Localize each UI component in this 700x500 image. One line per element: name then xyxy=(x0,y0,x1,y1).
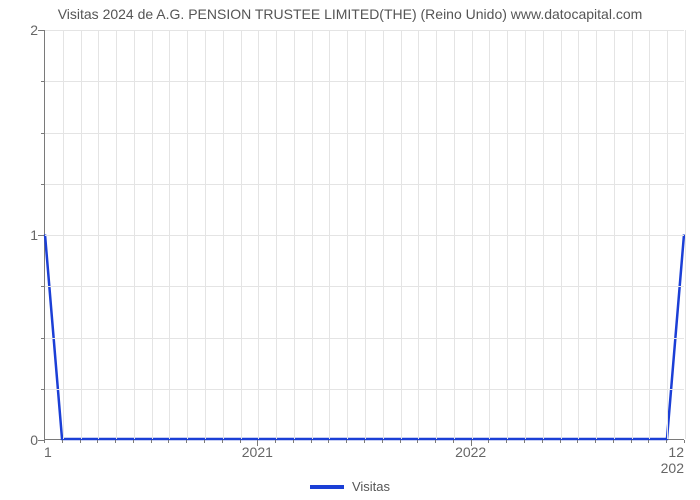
x-tick-minor xyxy=(506,440,507,443)
chart-title: Visitas 2024 de A.G. PENSION TRUSTEE LIM… xyxy=(0,6,700,22)
gridline-v xyxy=(472,30,473,439)
gridline-v xyxy=(294,30,295,439)
x-tick-minor xyxy=(613,440,614,443)
gridline-v xyxy=(561,30,562,439)
x-end-label-left: 1 xyxy=(44,444,52,460)
y-tick-label: 2 xyxy=(8,22,38,38)
x-tick-minor xyxy=(382,440,383,443)
y-tick-label: 1 xyxy=(8,227,38,243)
gridline-v xyxy=(98,30,99,439)
x-tick-minor xyxy=(595,440,596,443)
x-tick-minor xyxy=(44,440,45,443)
x-tick-minor xyxy=(666,440,667,443)
legend-swatch xyxy=(310,485,344,489)
x-tick-minor xyxy=(62,440,63,443)
y-tick-minor xyxy=(41,184,44,185)
gridline-v xyxy=(383,30,384,439)
x-tick-minor xyxy=(186,440,187,443)
gridline-v xyxy=(578,30,579,439)
y-tick-minor xyxy=(41,338,44,339)
gridline-v xyxy=(489,30,490,439)
y-tick-minor xyxy=(41,389,44,390)
gridline-v xyxy=(347,30,348,439)
x-tick-minor xyxy=(417,440,418,443)
gridline-v xyxy=(543,30,544,439)
x-tick-minor xyxy=(524,440,525,443)
gridline-v xyxy=(507,30,508,439)
x-tick-minor xyxy=(364,440,365,443)
legend-label: Visitas xyxy=(352,479,390,494)
x-tick-minor xyxy=(168,440,169,443)
x-tick-minor xyxy=(115,440,116,443)
x-tick-minor xyxy=(488,440,489,443)
y-tick xyxy=(38,235,44,236)
gridline-v xyxy=(667,30,668,439)
gridline-v xyxy=(134,30,135,439)
y-tick-minor xyxy=(41,133,44,134)
gridline-v xyxy=(241,30,242,439)
gridline-v xyxy=(454,30,455,439)
x-tick-minor xyxy=(311,440,312,443)
gridline-v xyxy=(276,30,277,439)
gridline-v xyxy=(63,30,64,439)
gridline-v xyxy=(258,30,259,439)
x-tick-minor xyxy=(133,440,134,443)
x-tick-minor xyxy=(328,440,329,443)
gridline-v xyxy=(401,30,402,439)
gridline-v xyxy=(169,30,170,439)
x-tick-minor xyxy=(275,440,276,443)
x-tick-minor xyxy=(222,440,223,443)
x-tick-minor xyxy=(453,440,454,443)
x-tick-minor xyxy=(400,440,401,443)
gridline-v xyxy=(614,30,615,439)
x-tick-minor xyxy=(577,440,578,443)
gridline-v xyxy=(205,30,206,439)
x-tick-minor xyxy=(346,440,347,443)
x-tick-label: 2022 xyxy=(455,444,486,460)
x-tick-minor xyxy=(435,440,436,443)
gridline-v xyxy=(116,30,117,439)
x-tick-minor xyxy=(151,440,152,443)
legend: Visitas xyxy=(0,478,700,494)
gridline-v xyxy=(525,30,526,439)
y-tick-minor xyxy=(41,81,44,82)
x-tick-minor xyxy=(648,440,649,443)
gridline-v xyxy=(632,30,633,439)
gridline-v xyxy=(596,30,597,439)
gridline-v xyxy=(312,30,313,439)
gridline-v xyxy=(81,30,82,439)
y-tick-minor xyxy=(41,286,44,287)
x-tick-minor xyxy=(293,440,294,443)
gridline-v xyxy=(685,30,686,439)
gridline-v xyxy=(223,30,224,439)
x-tick-minor xyxy=(542,440,543,443)
x-tick-minor xyxy=(560,440,561,443)
y-tick-label: 0 xyxy=(8,432,38,448)
plot-area xyxy=(44,30,684,440)
gridline-v xyxy=(418,30,419,439)
x-tick-minor xyxy=(204,440,205,443)
gridline-v xyxy=(436,30,437,439)
x-tick-minor xyxy=(240,440,241,443)
x-tick-minor xyxy=(631,440,632,443)
gridline-v xyxy=(152,30,153,439)
gridline-v xyxy=(649,30,650,439)
gridline-v xyxy=(329,30,330,439)
gridline-v xyxy=(187,30,188,439)
x-tick-label: 2021 xyxy=(242,444,273,460)
y-tick xyxy=(38,30,44,31)
x-tick-minor xyxy=(80,440,81,443)
x-tick-minor xyxy=(684,440,685,443)
x-end-label-right: 12 202 xyxy=(661,444,684,476)
chart-container: Visitas 2024 de A.G. PENSION TRUSTEE LIM… xyxy=(0,0,700,500)
x-tick-minor xyxy=(97,440,98,443)
gridline-v xyxy=(365,30,366,439)
